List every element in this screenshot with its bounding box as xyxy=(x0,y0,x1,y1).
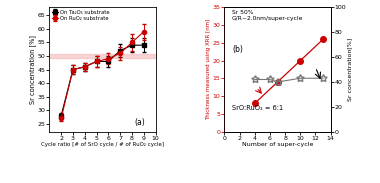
Text: Sr 50%
G/R~2.0nm/super-cycle: Sr 50% G/R~2.0nm/super-cycle xyxy=(232,10,303,21)
Y-axis label: Sr concentration[%]: Sr concentration[%] xyxy=(348,38,353,101)
Text: (a): (a) xyxy=(134,118,145,127)
Y-axis label: Thickness measured using XRR [nm]: Thickness measured using XRR [nm] xyxy=(206,19,211,120)
Text: (b): (b) xyxy=(232,45,243,54)
Legend: On Ta₂O₅ substrate, On RuO₂ substrate: On Ta₂O₅ substrate, On RuO₂ substrate xyxy=(51,8,111,22)
X-axis label: Cycle ratio [# of SrO cycle / # of RuO₂ cycle]: Cycle ratio [# of SrO cycle / # of RuO₂ … xyxy=(41,142,164,147)
Text: SrO:RuO₂ = 6:1: SrO:RuO₂ = 6:1 xyxy=(232,105,283,111)
Y-axis label: Sr concentration [%]: Sr concentration [%] xyxy=(29,35,36,104)
X-axis label: Number of super-cycle: Number of super-cycle xyxy=(242,142,313,147)
Bar xyxy=(49,54,155,58)
